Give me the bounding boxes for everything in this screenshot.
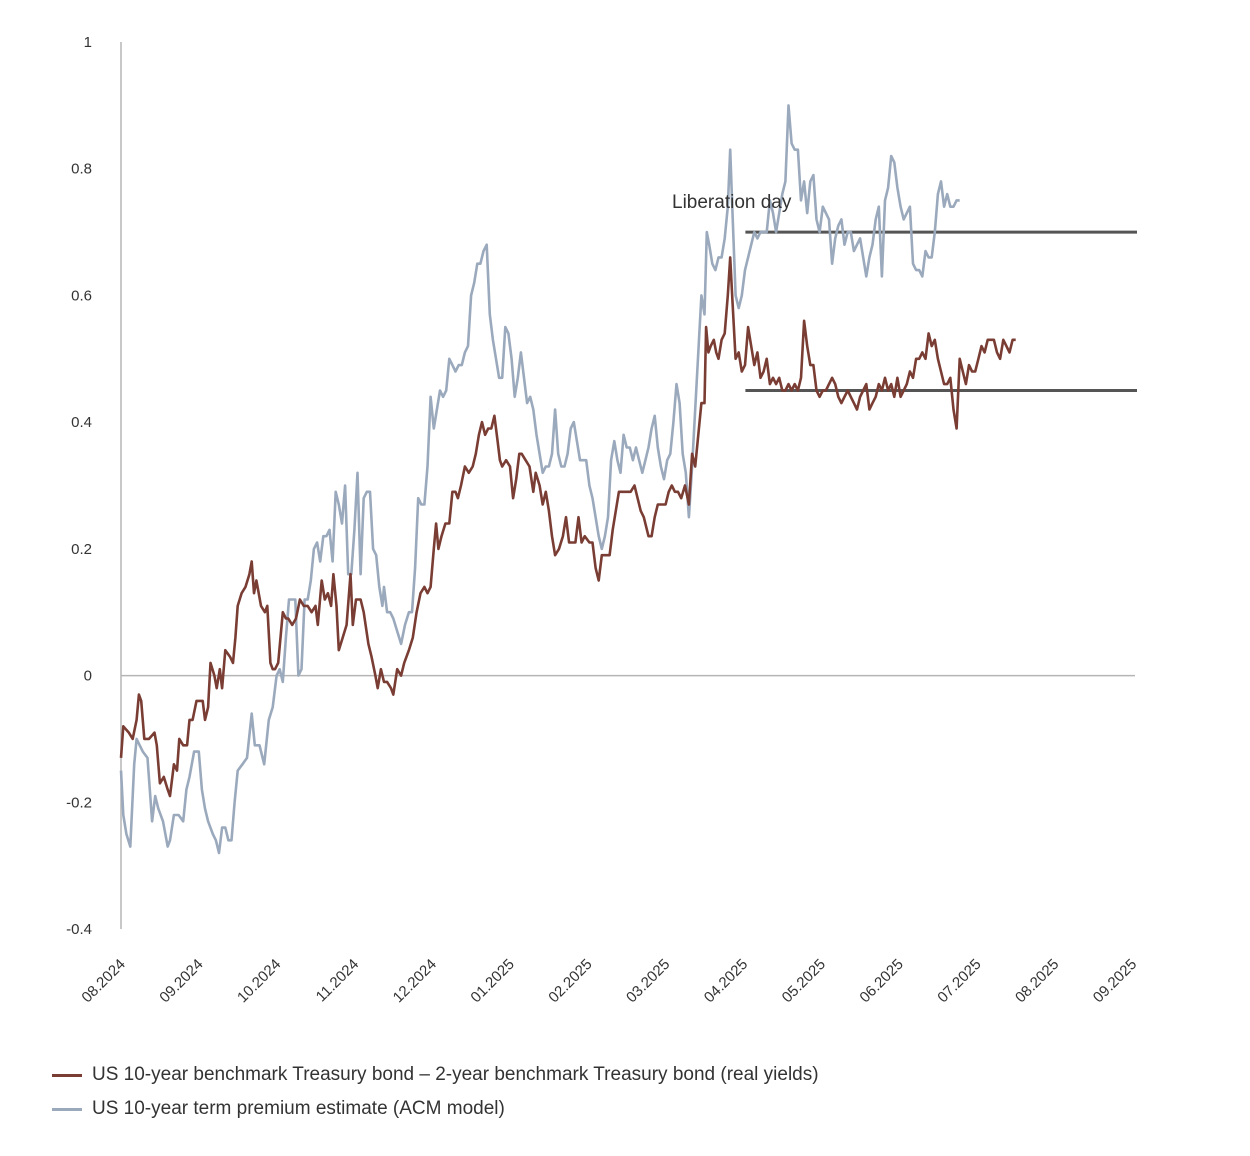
y-tick-label: 0 — [84, 668, 92, 685]
x-axis-ticks: 08.2024 09.2024 10.2024 11.2024 12.2024 01.20… — [78, 956, 1140, 1006]
y-tick-label: 0.2 — [71, 541, 92, 558]
annotation-liberation-day: Liberation day — [672, 192, 792, 213]
legend-item-spread: US 10-year benchmark Treasury bond – 2-y… — [52, 1058, 819, 1092]
legend: US 10-year benchmark Treasury bond – 2-y… — [52, 1058, 819, 1126]
series-line-term-premium — [119, 104, 960, 855]
legend-swatch-premium — [52, 1107, 82, 1111]
x-tick-label: 06.2025 — [856, 956, 906, 1006]
y-tick-label: 0.4 — [71, 414, 92, 431]
reference-lines — [745, 230, 1137, 392]
x-tick-label: 07.2025 — [934, 956, 984, 1006]
x-tick-label: 09.2024 — [156, 956, 206, 1006]
x-tick-label: 03.2025 — [623, 956, 673, 1006]
y-axis-ticks: 1 0.8 0.6 0.4 0.2 0 -0.2 -0.4 — [66, 34, 92, 938]
y-tick-label: -0.4 — [66, 921, 92, 938]
x-tick-label: 12.2024 — [390, 956, 440, 1006]
y-tick-label: 0.6 — [71, 287, 92, 304]
legend-swatch-spread — [52, 1073, 82, 1077]
x-tick-label: 08.2024 — [78, 956, 128, 1006]
x-tick-label: 02.2025 — [545, 956, 595, 1006]
x-tick-label: 09.2025 — [1090, 956, 1140, 1006]
x-tick-label: 04.2025 — [701, 956, 751, 1006]
legend-label-premium: US 10-year term premium estimate (ACM mo… — [92, 1098, 505, 1119]
y-tick-label: 0.8 — [71, 161, 92, 178]
x-tick-label: 01.2025 — [467, 956, 517, 1006]
series-lines — [119, 104, 1016, 855]
legend-item-premium: US 10-year term premium estimate (ACM mo… — [52, 1092, 819, 1126]
x-tick-label: 05.2025 — [779, 956, 829, 1006]
x-tick-label: 08.2025 — [1012, 956, 1062, 1006]
x-tick-label: 11.2024 — [313, 956, 363, 1006]
legend-label-spread: US 10-year benchmark Treasury bond – 2-y… — [92, 1064, 819, 1085]
y-tick-label: -0.2 — [66, 794, 92, 811]
x-tick-label: 10.2024 — [234, 956, 284, 1006]
series-line-spread — [119, 256, 1016, 798]
axes — [120, 42, 1135, 929]
y-tick-label: 1 — [84, 34, 92, 51]
annotations: Liberation day — [672, 192, 792, 213]
